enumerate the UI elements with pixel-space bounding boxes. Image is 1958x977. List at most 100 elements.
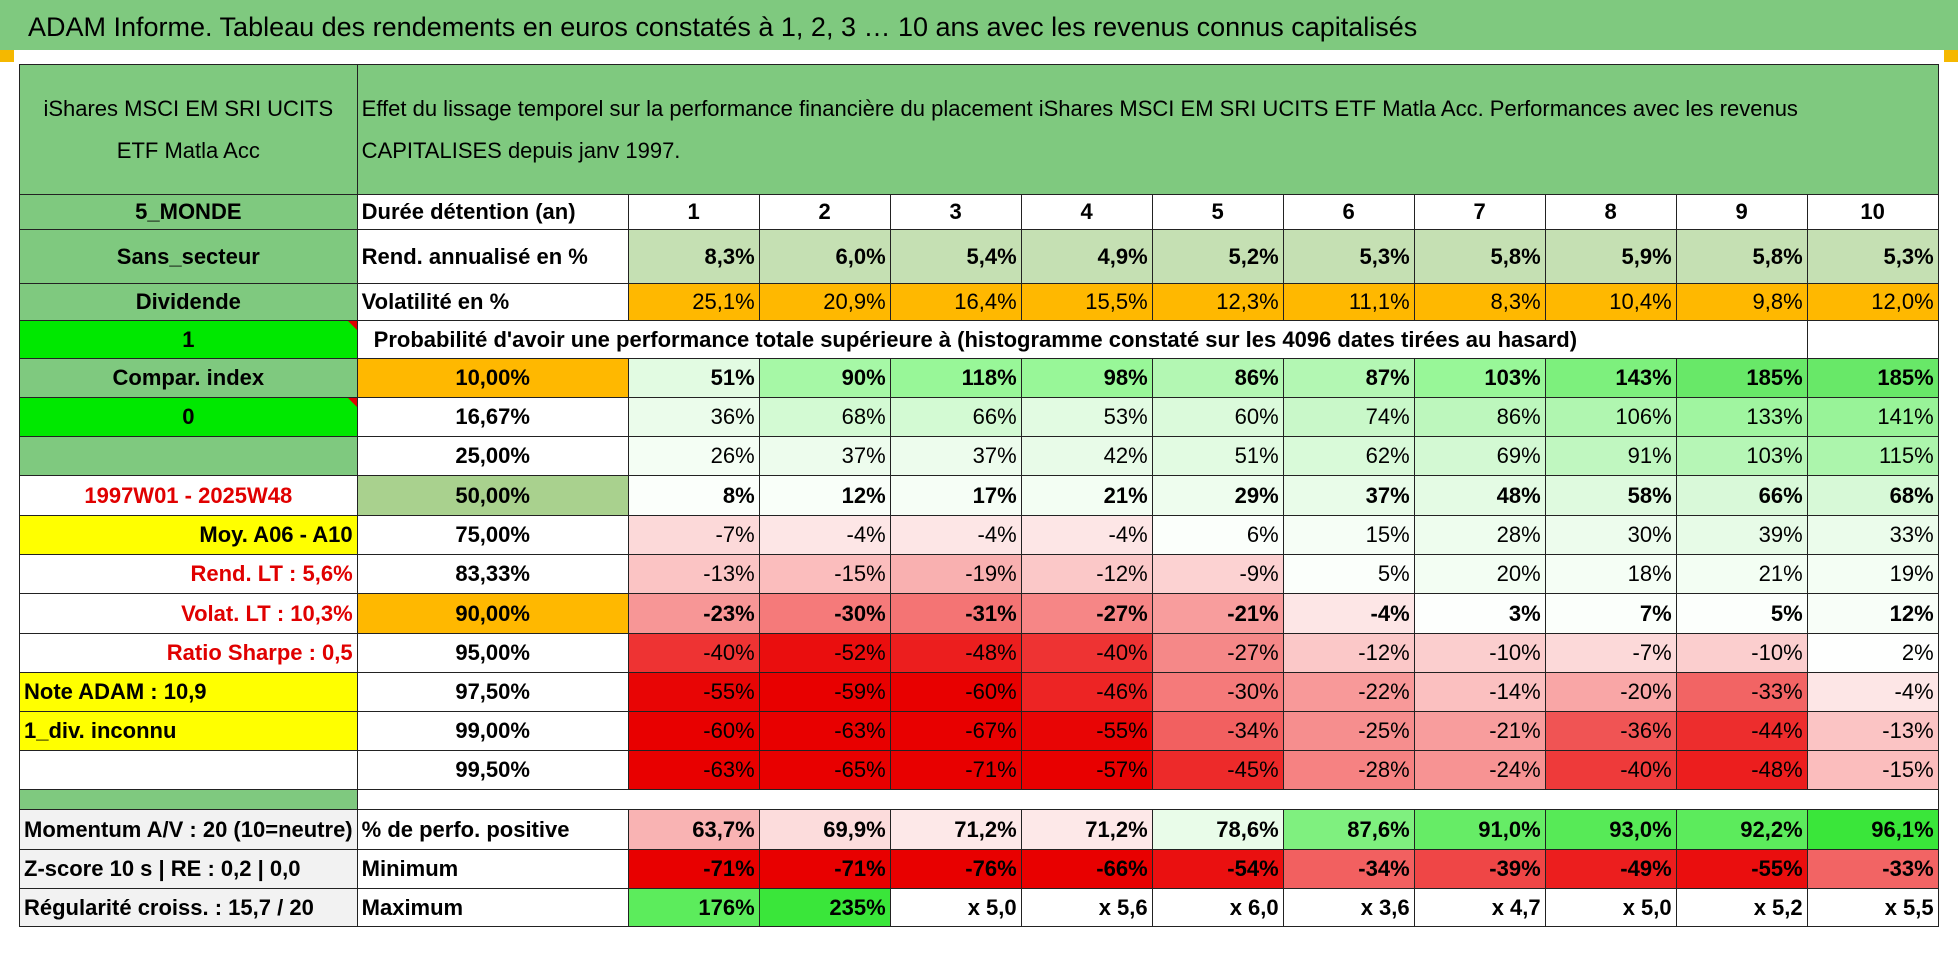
positive-perf-cell: 93,0% [1544, 809, 1677, 850]
probability-cell: -59% [758, 672, 891, 712]
probability-cell: -63% [627, 750, 760, 790]
probability-cell: 51% [1151, 436, 1284, 476]
minimum-cell: -71% [627, 849, 760, 889]
probability-cell: -55% [1020, 711, 1153, 751]
probability-cell: 66% [889, 397, 1022, 437]
left-spacer [19, 436, 358, 476]
annual-return-cell: 8,3% [627, 229, 760, 284]
minimum-cell: -66% [1020, 849, 1153, 889]
probability-cell: -60% [627, 711, 760, 751]
probability-cell: 28% [1413, 515, 1546, 555]
probability-cell: 17% [889, 475, 1022, 516]
volatility-cell: 25,1% [627, 283, 760, 321]
probability-cell: -15% [758, 554, 891, 594]
probability-cell: -24% [1413, 750, 1546, 790]
probability-cell: -23% [627, 593, 760, 634]
momentum-label: Momentum A/V : 20 (10=neutre) [19, 809, 358, 850]
probability-cell: -19% [889, 554, 1022, 594]
probability-cell: 185% [1806, 358, 1939, 398]
probability-cell: -30% [758, 593, 891, 634]
probability-cell: 3% [1413, 593, 1546, 634]
quantile-label: 50,00% [356, 475, 629, 516]
probability-cell: -40% [1544, 750, 1677, 790]
probability-caption: Probabilité d'avoir une performance tota… [356, 320, 1677, 359]
probability-cell: -52% [758, 633, 891, 673]
probability-cell: -7% [1544, 633, 1677, 673]
probability-cell: -57% [1020, 750, 1153, 790]
positive-perf-cell: 71,2% [1020, 809, 1153, 850]
minimum-cell: -54% [1151, 849, 1284, 889]
probability-cell: -4% [1020, 515, 1153, 555]
annual-return-cell: 5,8% [1413, 229, 1546, 284]
quantile-label: 97,50% [356, 672, 629, 712]
probability-cell: 21% [1675, 554, 1808, 594]
positive-perf-cell: 78,6% [1151, 809, 1284, 850]
probability-cell: 53% [1020, 397, 1153, 437]
probability-cell: -40% [1020, 633, 1153, 673]
probability-cell: -27% [1020, 593, 1153, 634]
annual-return-cell: 5,9% [1544, 229, 1677, 284]
probability-cell: -28% [1282, 750, 1415, 790]
div-inconnu: 1_div. inconnu [19, 711, 358, 751]
annual-return-cell: 6,0% [758, 229, 891, 284]
probability-cell: -71% [889, 750, 1022, 790]
probability-cell: -65% [758, 750, 891, 790]
probability-cell: -55% [627, 672, 760, 712]
maximum-cell: x 5,0 [1544, 888, 1677, 927]
returns-table: iShares MSCI EM SRI UCITS ETF Matla Acc … [19, 64, 1939, 927]
maximum-cell: 235% [758, 888, 891, 927]
probability-cell: 21% [1020, 475, 1153, 516]
probability-cell: -36% [1544, 711, 1677, 751]
probability-cell: -4% [758, 515, 891, 555]
probability-cell: 30% [1544, 515, 1677, 555]
maximum-cell: x 5,2 [1675, 888, 1808, 927]
vol-label: Volatilité en % [356, 283, 629, 321]
year-header: 10 [1806, 194, 1939, 230]
rend-lt-label: Rend. LT : 5,6% [19, 554, 358, 594]
probability-cell: -45% [1151, 750, 1284, 790]
year-header: 9 [1675, 194, 1808, 230]
probability-cell: 68% [758, 397, 891, 437]
probability-cell: 133% [1675, 397, 1808, 437]
rend-label: Rend. annualisé en % [356, 229, 629, 284]
probability-cell: 39% [1675, 515, 1808, 555]
volatility-cell: 10,4% [1544, 283, 1677, 321]
probability-cell: -14% [1413, 672, 1546, 712]
probability-cell: 91% [1544, 436, 1677, 476]
probability-cell: -21% [1151, 593, 1284, 634]
year-header: 1 [627, 194, 760, 230]
probability-cell: 2% [1806, 633, 1939, 673]
volatility-cell: 9,8% [1675, 283, 1808, 321]
probability-cell: 19% [1806, 554, 1939, 594]
maximum-cell: x 5,5 [1806, 888, 1939, 927]
probability-cell: 12% [1806, 593, 1939, 634]
probability-cell: 8% [627, 475, 760, 516]
probability-cell: -40% [627, 633, 760, 673]
quantile-label: 10,00% [356, 358, 629, 398]
probability-cell: -10% [1675, 633, 1808, 673]
dividend-toggle-value[interactable]: 1 [19, 320, 358, 359]
annual-return-cell: 5,3% [1806, 229, 1939, 284]
probability-cell: 37% [758, 436, 891, 476]
minimum-label: Minimum [356, 849, 629, 889]
minimum-cell: -76% [889, 849, 1022, 889]
probability-cell: 37% [889, 436, 1022, 476]
probability-cell: 69% [1413, 436, 1546, 476]
probability-cell: 86% [1413, 397, 1546, 437]
year-header: 3 [889, 194, 1022, 230]
dividende-label: Dividende [19, 283, 358, 321]
maximum-cell: 176% [627, 888, 760, 927]
compar-index-label: Compar. index [19, 358, 358, 398]
probability-cell: -33% [1675, 672, 1808, 712]
volatility-cell: 12,3% [1151, 283, 1284, 321]
probability-cell: 87% [1282, 358, 1415, 398]
minimum-cell: -71% [758, 849, 891, 889]
volatility-cell: 11,1% [1282, 283, 1415, 321]
probability-cell: 141% [1806, 397, 1939, 437]
probability-cell: 115% [1806, 436, 1939, 476]
year-header: 6 [1282, 194, 1415, 230]
probability-cell: -27% [1151, 633, 1284, 673]
probability-cell: 143% [1544, 358, 1677, 398]
probability-cell: 12% [758, 475, 891, 516]
compar-index-toggle-value[interactable]: 0 [19, 397, 358, 437]
